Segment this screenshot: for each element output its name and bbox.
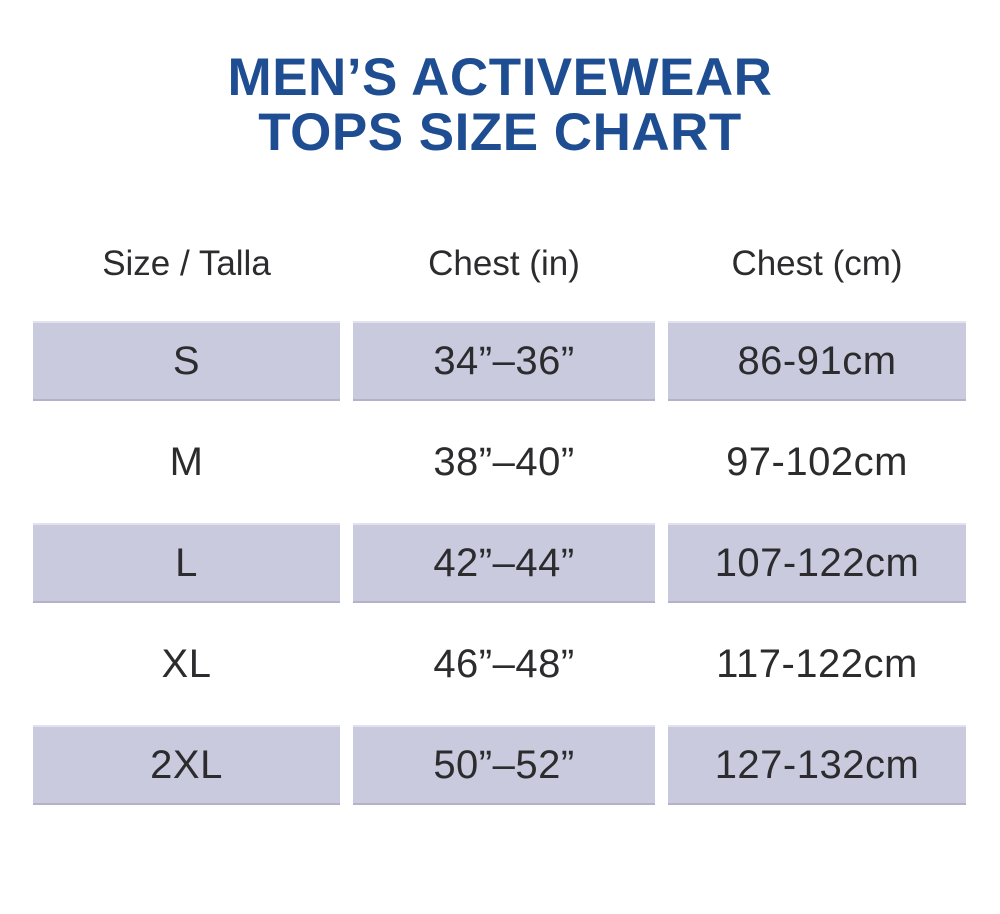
page-title: MEN’S ACTIVEWEAR TOPS SIZE CHART <box>0 50 1000 160</box>
chest-in-cell: 50”–52” <box>353 725 655 806</box>
table-header-row: Size / Talla Chest (in) Chest (cm) <box>0 242 1000 286</box>
table-row-m: M 38”–40” 97-102cm <box>0 422 1000 502</box>
chest-in-cell: 38”–40” <box>433 439 575 484</box>
chest-cm-cell: 97-102cm <box>726 439 908 484</box>
chest-in-cell: 34”–36” <box>353 321 655 402</box>
table-row-l: L 42”–44” 107-122cm <box>0 523 1000 604</box>
size-table: Size / Talla Chest (in) Chest (cm) S 34”… <box>0 242 1000 806</box>
chest-in-cell: 46”–48” <box>433 641 575 686</box>
size-cell: 2XL <box>33 725 340 806</box>
table-row-2xl: 2XL 50”–52” 127-132cm <box>0 725 1000 806</box>
chest-in-cell: 42”–44” <box>353 523 655 604</box>
title-line-2: TOPS SIZE CHART <box>258 103 742 163</box>
size-cell: L <box>33 523 340 604</box>
header-chest-in: Chest (in) <box>428 244 580 284</box>
chest-cm-cell: 107-122cm <box>668 523 966 604</box>
chest-cm-cell: 117-122cm <box>716 641 918 686</box>
title-line-1: MEN’S ACTIVEWEAR <box>227 48 773 107</box>
header-chest-cm: Chest (cm) <box>731 244 903 284</box>
table-row-s: S 34”–36” 86-91cm <box>0 321 1000 402</box>
size-cell: XL <box>161 641 212 686</box>
header-size-talla: Size / Talla <box>102 244 271 284</box>
size-cell: S <box>33 321 340 402</box>
chest-cm-cell: 86-91cm <box>668 321 966 402</box>
size-cell: M <box>169 439 204 484</box>
table-row-xl: XL 46”–48” 117-122cm <box>0 624 1000 704</box>
chest-cm-cell: 127-132cm <box>668 725 966 806</box>
